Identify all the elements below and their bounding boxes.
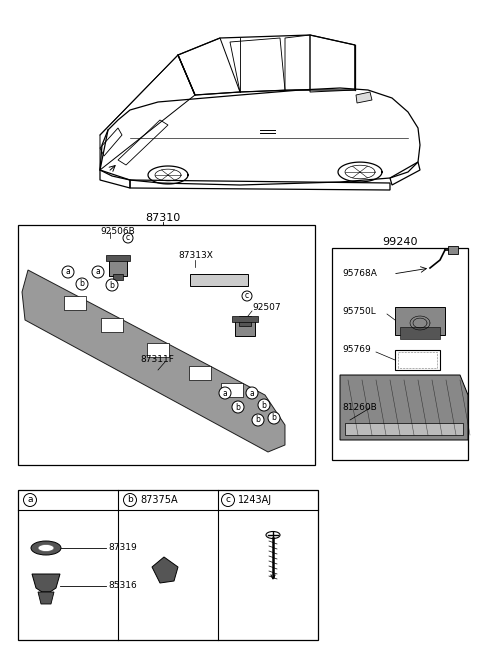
Text: 87310: 87310: [145, 213, 180, 223]
Text: 95750L: 95750L: [342, 308, 376, 316]
Bar: [18, 225, 315, 465]
Circle shape: [62, 266, 74, 278]
Text: b: b: [255, 415, 261, 424]
Bar: [332, 248, 468, 460]
Bar: [400, 327, 440, 339]
Text: 85316: 85316: [108, 581, 137, 590]
Text: 95769: 95769: [342, 346, 371, 354]
Text: b: b: [127, 495, 133, 504]
Text: 92506B: 92506B: [100, 228, 135, 237]
Polygon shape: [32, 574, 60, 592]
Bar: [64, 296, 86, 310]
Text: 87375A: 87375A: [140, 495, 178, 505]
Text: c: c: [226, 495, 230, 504]
Circle shape: [106, 279, 118, 291]
Circle shape: [242, 291, 252, 301]
Text: b: b: [236, 403, 240, 411]
Polygon shape: [356, 92, 372, 103]
Bar: [235, 318, 255, 336]
Text: 87311F: 87311F: [140, 356, 174, 365]
Text: a: a: [250, 388, 254, 398]
Bar: [18, 490, 318, 640]
Circle shape: [219, 387, 231, 399]
Text: 99240: 99240: [382, 237, 418, 247]
Polygon shape: [38, 592, 54, 604]
Bar: [345, 423, 463, 435]
Bar: [395, 350, 440, 370]
Ellipse shape: [38, 544, 54, 552]
Text: a: a: [66, 268, 71, 276]
Bar: [221, 383, 243, 397]
Ellipse shape: [31, 541, 61, 555]
Bar: [113, 274, 123, 280]
Circle shape: [24, 493, 36, 506]
Text: 1243AJ: 1243AJ: [238, 495, 272, 505]
Circle shape: [232, 401, 244, 413]
Text: b: b: [262, 401, 266, 409]
Text: b: b: [80, 279, 84, 289]
Circle shape: [268, 412, 280, 424]
Circle shape: [221, 493, 235, 506]
Text: a: a: [223, 388, 228, 398]
Bar: [147, 343, 169, 357]
Bar: [398, 352, 437, 368]
Circle shape: [258, 399, 270, 411]
Text: b: b: [109, 281, 114, 289]
Circle shape: [92, 266, 104, 278]
Bar: [190, 274, 248, 286]
Polygon shape: [152, 557, 178, 583]
Bar: [106, 255, 130, 261]
Polygon shape: [448, 246, 458, 254]
Polygon shape: [340, 375, 468, 440]
Text: 87313X: 87313X: [178, 251, 213, 260]
Circle shape: [123, 233, 133, 243]
Text: 81260B: 81260B: [342, 403, 377, 413]
Text: b: b: [272, 413, 276, 422]
Circle shape: [76, 278, 88, 290]
Circle shape: [252, 414, 264, 426]
Text: a: a: [96, 268, 100, 276]
Bar: [189, 366, 211, 380]
Bar: [232, 316, 258, 322]
Bar: [239, 316, 251, 326]
Text: 92507: 92507: [252, 302, 281, 312]
Ellipse shape: [266, 531, 280, 539]
Polygon shape: [22, 270, 285, 452]
Text: c: c: [126, 234, 130, 243]
Circle shape: [123, 493, 136, 506]
Bar: [109, 258, 127, 276]
Bar: [395, 307, 445, 335]
Text: a: a: [27, 495, 33, 504]
Bar: [101, 318, 123, 332]
Text: 87319: 87319: [108, 544, 137, 552]
Text: c: c: [245, 291, 249, 300]
Text: 95768A: 95768A: [342, 270, 377, 279]
Circle shape: [246, 387, 258, 399]
